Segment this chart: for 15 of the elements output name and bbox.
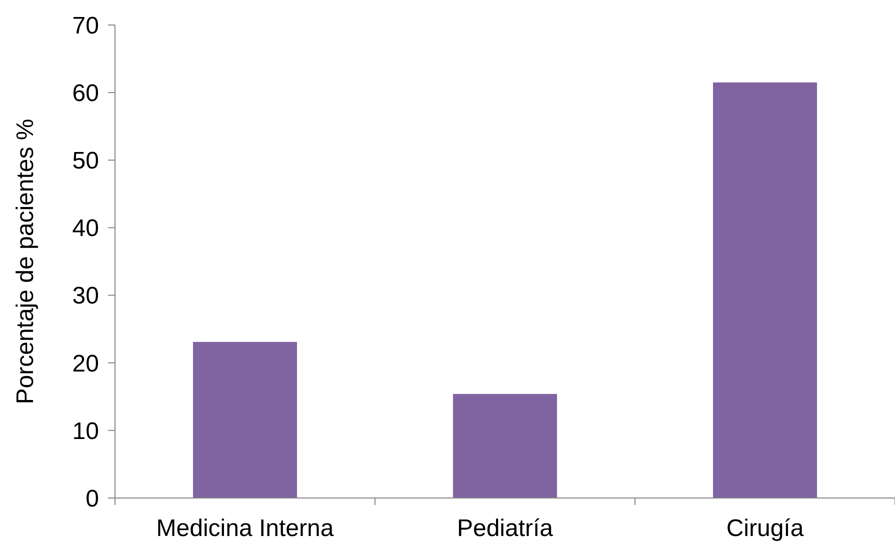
x-tick-label: Pediatría bbox=[456, 515, 554, 542]
y-tick-label: 0 bbox=[86, 485, 99, 512]
y-tick-label: 60 bbox=[72, 80, 99, 107]
x-tick-label: Medicina Interna bbox=[156, 515, 334, 542]
y-axis-title: Porcentaje de pacientes % bbox=[12, 118, 39, 404]
bar bbox=[713, 82, 817, 498]
y-tick-label: 40 bbox=[72, 215, 99, 242]
y-tick-label: 50 bbox=[72, 148, 99, 175]
x-tick-label: Cirugía bbox=[726, 515, 804, 542]
y-tick-label: 10 bbox=[72, 418, 99, 445]
y-tick-label: 30 bbox=[72, 282, 99, 310]
bar bbox=[453, 394, 557, 498]
y-tick-label: 20 bbox=[72, 350, 99, 378]
y-tick-label: 70 bbox=[72, 12, 99, 40]
bar bbox=[193, 342, 297, 498]
